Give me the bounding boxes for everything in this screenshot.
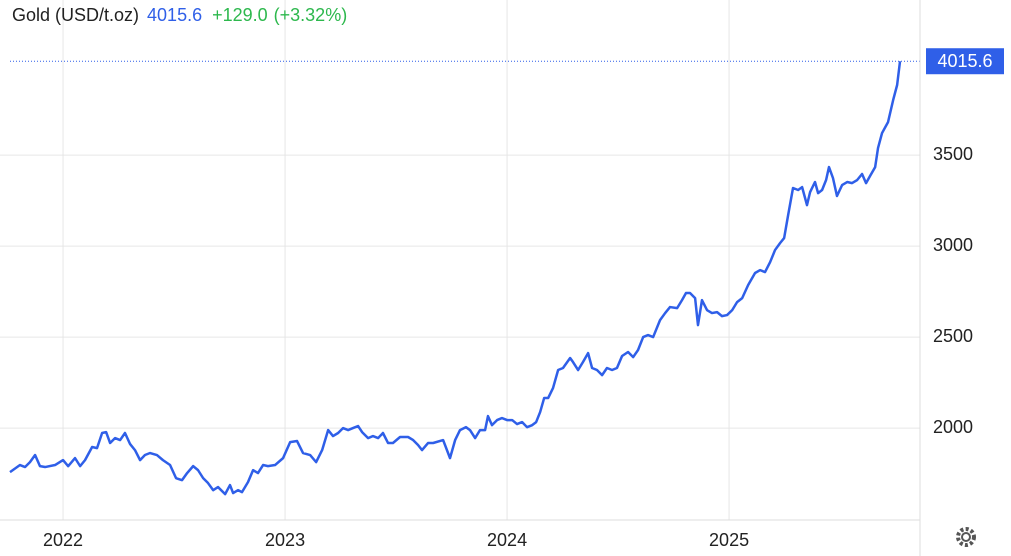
- x-tick-label: 2025: [709, 530, 749, 550]
- chart-title: Gold (USD/t.oz): [12, 5, 139, 25]
- last-price-label: 4015.6: [937, 51, 992, 71]
- x-tick-label: 2022: [43, 530, 83, 550]
- y-tick-label: 3000: [933, 235, 973, 255]
- header-price: 4015.6: [147, 5, 202, 25]
- header-change-pct: (+3.32%): [274, 5, 348, 25]
- plot-area: [0, 0, 920, 520]
- header: Gold (USD/t.oz) 4015.6 +129.0 (+3.32%): [12, 5, 347, 25]
- price-line: [9, 61, 902, 496]
- x-tick-label: 2023: [265, 530, 305, 550]
- header-change: +129.0: [212, 5, 268, 25]
- y-tick-label: 2000: [933, 417, 973, 437]
- settings-icon[interactable]: [956, 527, 976, 547]
- last-price-box: [926, 48, 1004, 75]
- y-tick-label: 3500: [933, 144, 973, 164]
- y-tick-label: 2500: [933, 326, 973, 346]
- x-tick-label: 2024: [487, 530, 527, 550]
